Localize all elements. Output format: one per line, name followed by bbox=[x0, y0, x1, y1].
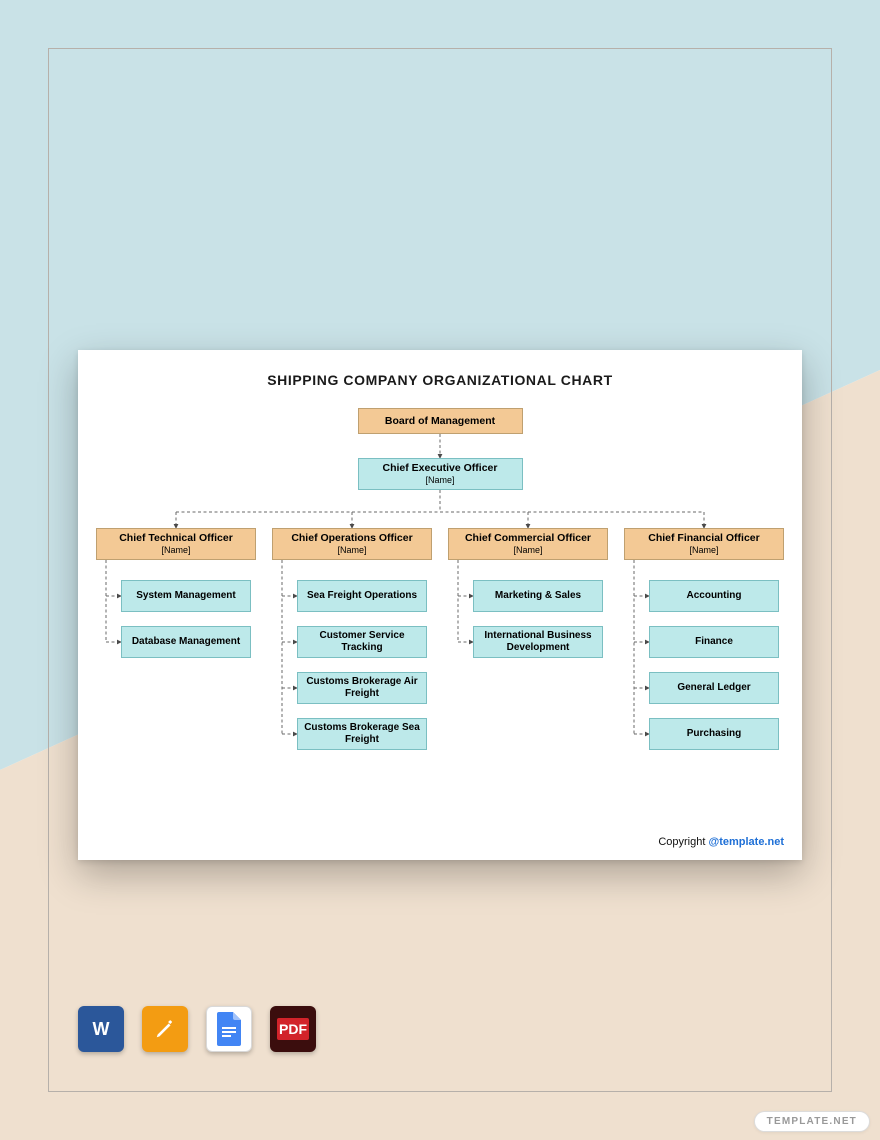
node-dept-1-3: Customs Brokerage Sea Freight bbox=[297, 718, 427, 750]
node-dept-1-2: Customs Brokerage Air Freight bbox=[297, 672, 427, 704]
node-dept-3-3: Purchasing bbox=[649, 718, 779, 750]
word-icon: W bbox=[78, 1006, 124, 1052]
node-dept-3-2: General Ledger bbox=[649, 672, 779, 704]
node-chief-3: Chief Financial Officer[Name] bbox=[624, 528, 784, 560]
node-dept-3-0: Accounting bbox=[649, 580, 779, 612]
copyright-prefix: Copyright bbox=[658, 836, 708, 848]
chart-title: SHIPPING COMPANY ORGANIZATIONAL CHART bbox=[78, 372, 802, 388]
node-dept-1-0: Sea Freight Operations bbox=[297, 580, 427, 612]
node-chief-0: Chief Technical Officer[Name] bbox=[96, 528, 256, 560]
app-icons: W PDF bbox=[78, 1006, 316, 1052]
node-ceo: Chief Executive Officer[Name] bbox=[358, 458, 523, 490]
pages-icon bbox=[142, 1006, 188, 1052]
google-doc-icon bbox=[206, 1006, 252, 1052]
copyright-link[interactable]: @template.net bbox=[708, 836, 784, 848]
watermark: TEMPLATE.NET bbox=[754, 1111, 870, 1132]
node-chief-1: Chief Operations Officer[Name] bbox=[272, 528, 432, 560]
node-dept-0-1: Database Management bbox=[121, 626, 251, 658]
node-chief-2: Chief Commercial Officer[Name] bbox=[448, 528, 608, 560]
copyright: Copyright @template.net bbox=[658, 836, 784, 848]
node-root: Board of Management bbox=[358, 408, 523, 434]
chart-card: SHIPPING COMPANY ORGANIZATIONAL CHART Bo… bbox=[78, 350, 802, 860]
node-dept-1-1: Customer Service Tracking bbox=[297, 626, 427, 658]
node-dept-3-1: Finance bbox=[649, 626, 779, 658]
node-dept-2-0: Marketing & Sales bbox=[473, 580, 603, 612]
node-dept-0-0: System Management bbox=[121, 580, 251, 612]
pdf-icon: PDF bbox=[270, 1006, 316, 1052]
node-dept-2-1: International Business Development bbox=[473, 626, 603, 658]
